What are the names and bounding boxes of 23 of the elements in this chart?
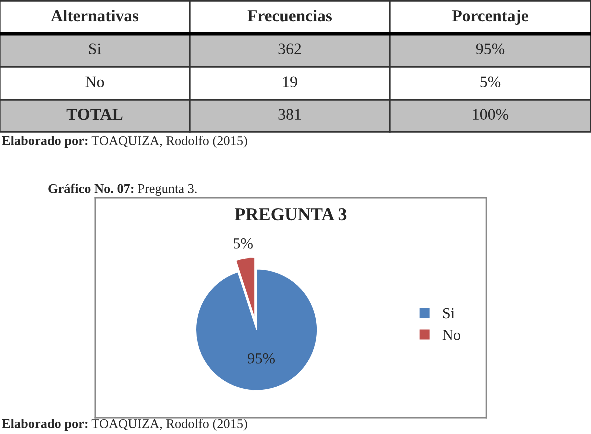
text: TOAQUIZA, Rodolfo (2015) [92,418,248,432]
text: 100% [473,109,509,120]
chart-title: PREGUNTA 3 [235,208,347,221]
text: Alternativas [51,10,139,22]
text: Elaborado por: [2,419,88,431]
text: 362 [278,44,302,54]
text: 381 [278,109,302,120]
text: Si [89,44,102,54]
text: TOTAL [66,108,123,120]
text: TOAQUIZA, Rodolfo (2015) [92,136,248,148]
text: 5% [480,76,501,88]
legend-label: Si [443,308,455,319]
data-label: 5% [234,238,253,249]
text: Pregunta 3. [138,184,197,196]
text: Elaborado por: [2,136,88,148]
text: No [86,76,104,88]
text: 19 [283,76,298,88]
data-label: 95% [248,353,275,364]
text: 95% [476,44,505,55]
text: Gráfico No. 07: [48,184,134,194]
text: Porcentaje [452,10,528,26]
legend-label: No [442,330,460,340]
text: Frecuencias [248,10,332,22]
